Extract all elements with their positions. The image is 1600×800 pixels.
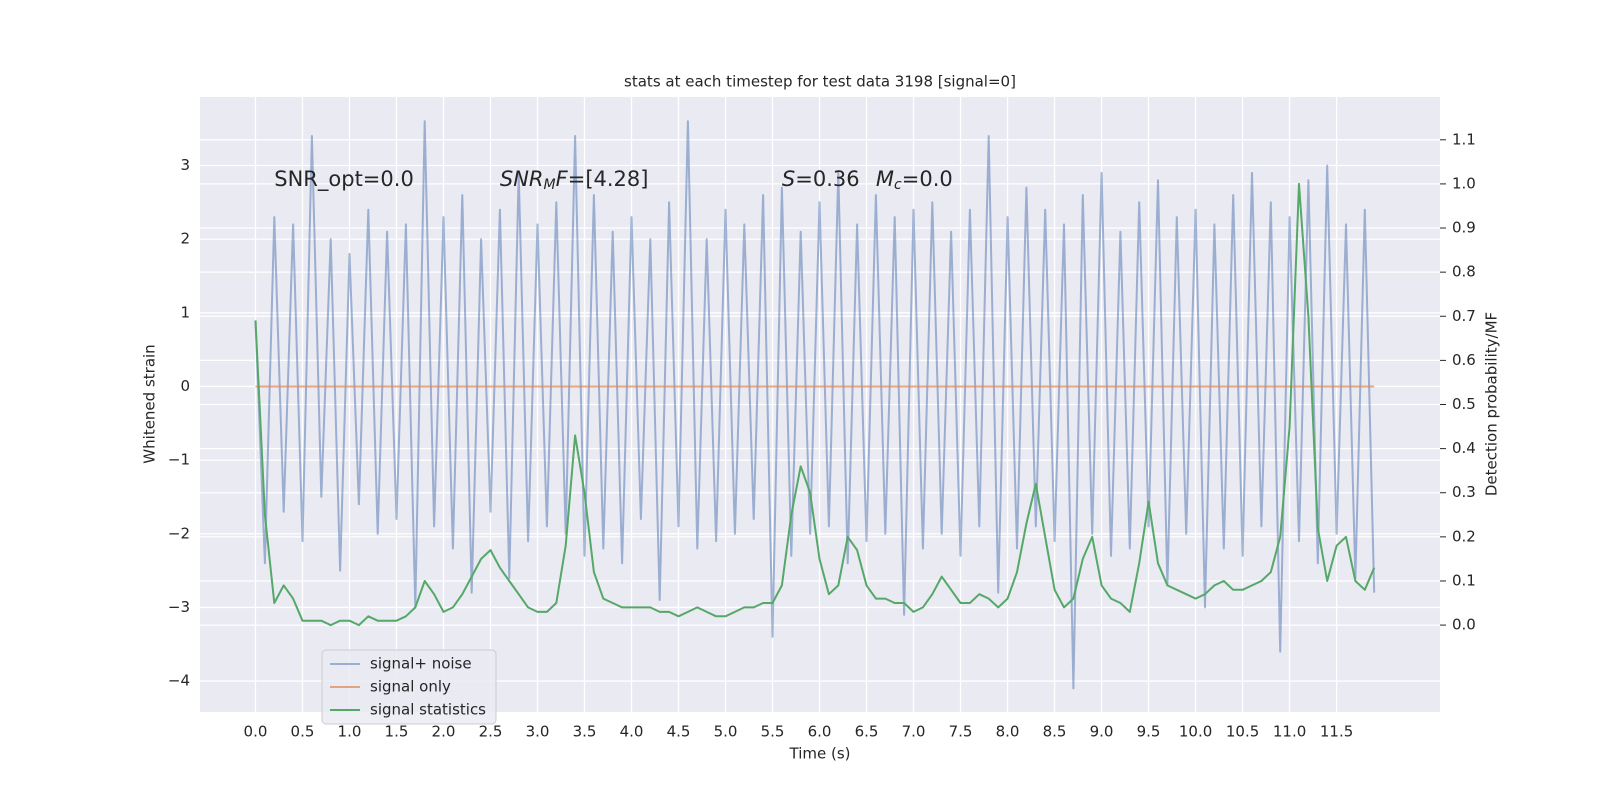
annotation-part: SNR xyxy=(500,167,544,191)
legend-label: signal+ noise xyxy=(370,655,472,673)
series-line xyxy=(254,120,1376,690)
x-tick-label: 6.5 xyxy=(855,723,879,741)
annotation: SNRMF=[4.28] xyxy=(500,167,649,193)
x-tick-label: 8.0 xyxy=(996,723,1020,741)
y2-tick-label: 0.4 xyxy=(1452,439,1476,457)
y-tick-label: 0 xyxy=(180,377,190,395)
x-tick-label: 11.5 xyxy=(1320,723,1353,741)
annotation-part: =0.36 xyxy=(795,167,859,191)
x-axis-label: Time (s) xyxy=(789,745,851,763)
annotation-part: =[4.28] xyxy=(568,167,649,191)
marks xyxy=(254,120,1376,690)
x-tick-label: 9.5 xyxy=(1137,723,1161,741)
x-tick-label: 4.5 xyxy=(667,723,691,741)
annotation-part: =0.0 xyxy=(902,167,953,191)
x-tick-label: 8.5 xyxy=(1043,723,1067,741)
series-line xyxy=(254,182,1376,627)
legend-box xyxy=(321,649,497,725)
x-tick-label: 4.0 xyxy=(620,723,644,741)
y2-axis-label: Detection probability/MF xyxy=(1483,312,1501,496)
annotation-part: M xyxy=(544,177,556,193)
x-tick-label: 5.5 xyxy=(761,723,785,741)
legend: signal+ noise signal only signal statistic… xyxy=(321,649,497,725)
x-tick-label: 3.0 xyxy=(526,723,550,741)
x-tick-label: 6.0 xyxy=(808,723,832,741)
legend-label: signal only xyxy=(370,678,451,696)
annotation: SNR_opt=0.0 xyxy=(274,167,414,192)
y-tick-label: 2 xyxy=(180,230,190,248)
y2-tick-label: 0.0 xyxy=(1452,616,1476,634)
annotation-part: F xyxy=(556,167,569,191)
y2-tick-label: 0.1 xyxy=(1452,571,1476,589)
annotation-part: SNR_opt=0.0 xyxy=(274,167,414,192)
x-tick-label: 1.0 xyxy=(338,723,362,741)
y2-tick-label: 1.0 xyxy=(1452,174,1476,192)
chart-title: stats at each timestep for test data 319… xyxy=(624,73,1016,91)
y-tick-label: −4 xyxy=(168,672,190,690)
annotation-part: c xyxy=(894,177,902,193)
x-tick-label: 5.0 xyxy=(714,723,738,741)
y2-tick-label: 0.8 xyxy=(1452,263,1476,281)
x-tick-label: 3.5 xyxy=(573,723,597,741)
y-tick-label: −2 xyxy=(168,524,190,542)
x-tick-label: 9.0 xyxy=(1090,723,1114,741)
y-tick-label: −3 xyxy=(168,598,190,616)
labels: 0.0 0.5 1.0 1.5 2.0 2.5 3.0 3.5 4.0 4.5 5.0 5.5 6.0 6… xyxy=(168,130,1476,740)
x-tick-label: 11.0 xyxy=(1273,723,1306,741)
x-tick-label: 1.5 xyxy=(385,723,409,741)
y2-tick-label: 0.9 xyxy=(1452,219,1476,237)
annotation-part: S xyxy=(782,167,795,191)
y2-tick-label: 1.1 xyxy=(1452,130,1476,148)
x-tick-label: 10.0 xyxy=(1179,723,1212,741)
x-tick-label: 10.5 xyxy=(1226,723,1259,741)
annotation: Mc=0.0 xyxy=(876,167,953,193)
x-tick-label: 0.5 xyxy=(291,723,315,741)
x-tick-label: 2.0 xyxy=(432,723,456,741)
annotation-part: M xyxy=(876,167,894,191)
y2-tick-label: 0.5 xyxy=(1452,395,1476,413)
annotation: S=0.36 xyxy=(782,167,860,191)
y-tick-label: −1 xyxy=(168,451,190,469)
y-tick-label: 1 xyxy=(180,303,190,321)
y2-tick-label: 0.6 xyxy=(1452,351,1476,369)
y-tick-label: 3 xyxy=(180,156,190,174)
x-tick-label: 0.0 xyxy=(244,723,268,741)
y2-tick-label: 0.2 xyxy=(1452,527,1476,545)
y2-tick-label: 0.3 xyxy=(1452,483,1476,501)
legend-label: signal statistics xyxy=(370,701,486,719)
y2-tick-label: 0.7 xyxy=(1452,307,1476,325)
y-axis-label: Whitened strain xyxy=(141,344,159,463)
x-tick-label: 2.5 xyxy=(479,723,503,741)
x-tick-label: 7.5 xyxy=(949,723,973,741)
x-tick-label: 7.0 xyxy=(902,723,926,741)
